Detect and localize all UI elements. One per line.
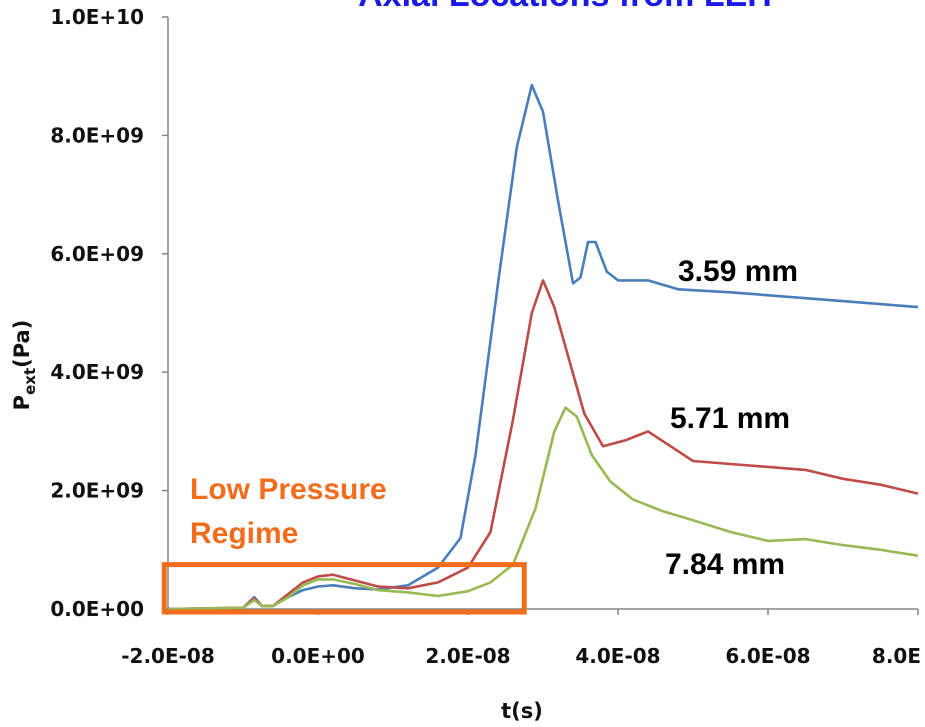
series-line-3 <box>167 406 919 611</box>
y-tick-label: 4.0E+09 <box>50 360 144 384</box>
y-axis-title-sub: ext <box>21 368 39 395</box>
y-tick-label: 0.0E+00 <box>50 597 144 621</box>
x-tick-label: -2.0E-08 <box>121 644 215 668</box>
series-line-2 <box>167 279 919 611</box>
axes <box>167 17 918 610</box>
x-tick-labels: -2.0E-08 0.0E+00 2.0E-08 4.0E-08 6.0E-08 8.0E <box>121 609 921 668</box>
series-label-3-59: 3.59 mm <box>678 255 798 288</box>
y-tick-label: 1.0E+10 <box>50 5 144 29</box>
y-axis-title-main: P <box>10 395 34 410</box>
x-axis-title: t(s) <box>501 699 543 723</box>
chart-title: Axial Locations from LEH <box>358 0 772 14</box>
x-tick-label: 4.0E-08 <box>575 644 660 668</box>
svg-text:Pext(Pa): Pext(Pa) <box>10 320 39 411</box>
x-tick-label: 8.0E <box>872 644 921 668</box>
y-tick-label: 8.0E+09 <box>50 123 144 147</box>
y-tick-label: 6.0E+09 <box>50 242 144 266</box>
x-tick-label: 6.0E-08 <box>725 644 810 668</box>
series-label-7-84: 7.84 mm <box>665 548 785 581</box>
y-axis-title-unit: (Pa) <box>10 320 34 368</box>
x-tick-label: 2.0E-08 <box>425 644 510 668</box>
y-tick-label: 2.0E+09 <box>50 479 144 503</box>
low-pressure-regime-box <box>161 562 527 615</box>
x-tick-label: 0.0E+00 <box>271 644 365 668</box>
y-tick-labels: 0.0E+00 2.0E+09 4.0E+09 6.0E+09 8.0E+09 1.0E+… <box>50 5 168 621</box>
low-pressure-label-line2: Regime <box>190 517 298 550</box>
y-axis-title: Pext(Pa) <box>10 320 39 411</box>
series-label-5-71: 5.71 mm <box>670 402 790 435</box>
low-pressure-label-line1: Low Pressure <box>190 473 387 506</box>
